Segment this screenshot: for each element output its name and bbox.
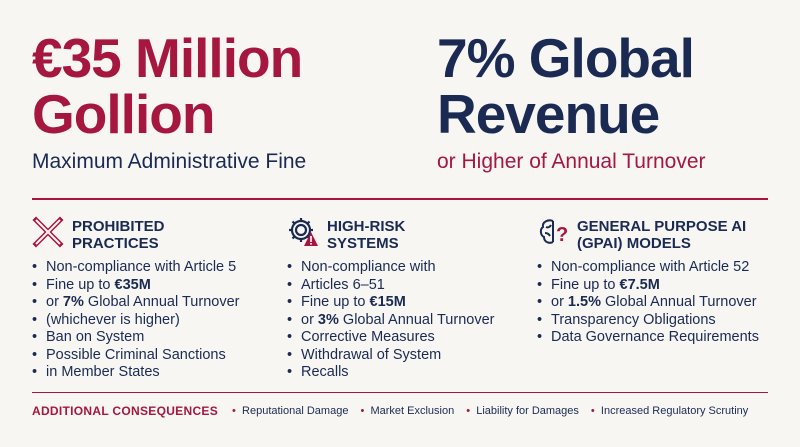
column-header: HIGH-RISK SYSTEMS (287, 216, 522, 256)
list-item-text: or (551, 294, 568, 310)
list-item-emphasis: €15M (369, 294, 406, 310)
column-list-item: Ban on System (32, 329, 277, 347)
column-title-line2: (GPAI) MODELS (577, 235, 691, 252)
column-list-item: in Member States (32, 364, 277, 382)
column-list-item: or 3% Global Annual Turnover (287, 312, 522, 330)
list-item-text: Corrective Measures (301, 329, 435, 345)
column-item-list: Non-compliance withArticles 6–51Fine up … (287, 259, 522, 382)
list-item-emphasis: 3% (317, 311, 339, 328)
hero: €35 Million Gollion Maximum Administrati… (0, 30, 800, 200)
x-cross-icon (32, 216, 64, 248)
bottom-divider (32, 392, 768, 393)
list-item-emphasis: 7% (62, 294, 84, 310)
column-list-item: or 7% Global Annual Turnover (32, 294, 277, 312)
column-item-list: Non-compliance with Article 52Fine up to… (537, 259, 777, 347)
column-list-item: Non-compliance with (287, 259, 522, 277)
hero-right-block: 7% Global Revenue or Higher of Annual Tu… (437, 30, 777, 174)
svg-text:?: ? (556, 224, 568, 246)
top-divider (32, 198, 768, 200)
column-header: ? GENERAL PURPOSE AI (GPAI) MODELS (537, 216, 777, 256)
hero-left-block: €35 Million Gollion Maximum Administrati… (32, 30, 412, 174)
column-list-item: Data Governance Requirements (537, 329, 777, 347)
column-list-item: Fine up to €15M (287, 294, 522, 312)
consequence-item: Liability for Damages (466, 405, 579, 417)
list-item-text: Non-compliance with Article 52 (551, 259, 750, 275)
list-item-emphasis: €35M (114, 276, 151, 293)
list-item-text: Recalls (301, 364, 349, 380)
column-title-line1: PROHIBITED (72, 218, 165, 235)
column-list-item: Non-compliance with Article 5 (32, 259, 277, 277)
additional-consequences-bar: ADDITIONAL CONSEQUENCES Reputational Dam… (32, 401, 772, 421)
list-item-text: Fine up to (551, 276, 620, 293)
consequences-label: ADDITIONAL CONSEQUENCES (32, 404, 219, 418)
list-item-text: Fine up to (301, 294, 370, 310)
column-header: PROHIBITED PRACTICES (32, 216, 277, 256)
column-title-line1: HIGH-RISK (327, 218, 406, 235)
column-list-item: Corrective Measures (287, 329, 522, 347)
column-list-item: Fine up to €7.5M (537, 277, 777, 295)
hero-right-headline-line1: 7% Global (437, 27, 695, 89)
list-item-text: Ban on System (46, 329, 145, 345)
list-item-text: Global Annual Turnover (83, 294, 240, 310)
consequence-item: Increased Regulatory Scrutiny (591, 405, 748, 417)
list-item-text: Possible Criminal Sanctions (46, 346, 226, 363)
column-list-item: Transparency Obligations (537, 312, 777, 330)
column-high-risk-systems: HIGH-RISK SYSTEMS Non-compliance withArt… (287, 216, 522, 382)
column-prohibited-practices: PROHIBITED PRACTICES Non-compliance with… (32, 216, 277, 382)
list-item-text: Global Annual Turnover (600, 294, 757, 310)
column-title-line1: GENERAL PURPOSE AI (577, 218, 747, 235)
hero-left-headline-line2: Gollion (32, 83, 215, 145)
list-item-text: Withdrawal of System (301, 346, 442, 363)
column-item-list: Non-compliance with Article 5 Fine up to … (32, 259, 277, 382)
list-item-text: Global Annual Turnover (338, 311, 495, 328)
consequence-item: Market Exclusion (360, 405, 454, 417)
list-item-text: or (46, 294, 63, 310)
list-item-emphasis: 1.5% (567, 294, 601, 310)
column-title-line2: SYSTEMS (327, 235, 399, 252)
gear-warning-icon (289, 218, 318, 246)
consequence-item: Reputational Damage (232, 405, 348, 417)
list-item-text: Transparency Obligations (551, 311, 716, 328)
hero-left-subtitle: Maximum Administrative Fine (32, 150, 307, 173)
list-item-text: Data Governance Requirements (551, 329, 759, 345)
column-list-item: Fine up to €35M (32, 277, 277, 295)
list-item-text: or (301, 311, 318, 328)
column-gpai-models: ? GENERAL PURPOSE AI (GPAI) MODELS Non-c… (537, 216, 777, 347)
column-list-item: Withdrawal of System (287, 347, 522, 365)
hero-right-headline-line2: Revenue (437, 83, 660, 145)
column-list-item: Recalls (287, 364, 522, 382)
column-list-item: Articles 6–51 (287, 277, 522, 295)
list-item-text: (whichever is higher) (46, 311, 180, 328)
list-item-text: Articles 6–51 (301, 276, 385, 293)
penalty-columns: PROHIBITED PRACTICES Non-compliance with… (32, 216, 768, 381)
column-list-item: Possible Criminal Sanctions (32, 347, 277, 365)
list-item-text: Non-compliance with Article 5 (46, 259, 237, 275)
hero-right-subtitle: or Higher of Annual Turnover (437, 150, 706, 173)
list-item-text: Fine up to (46, 276, 115, 293)
column-title-line2: PRACTICES (72, 235, 159, 252)
column-list-item: Non-compliance with Article 52 (537, 259, 777, 277)
list-item-text: in Member States (46, 364, 160, 380)
column-list-item: or 1.5% Global Annual Turnover (537, 294, 777, 312)
list-item-emphasis: €7.5M (619, 276, 660, 293)
hero-left-headline-line1: €35 Million (32, 27, 303, 89)
column-list-item: (whichever is higher) (32, 312, 277, 330)
list-item-text: Non-compliance with (301, 259, 436, 275)
brain-question-icon: ? (539, 219, 568, 246)
